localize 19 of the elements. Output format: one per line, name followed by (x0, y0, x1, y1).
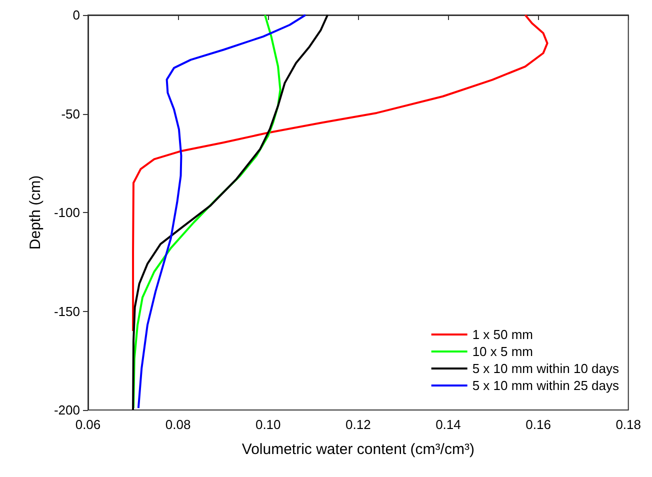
x-axis-title: Volumetric water content (cm³/cm³) (242, 441, 474, 458)
y-tick-label: -50 (61, 106, 80, 122)
x-tick-label: 0.16 (526, 417, 551, 432)
x-tick-label: 0.10 (255, 417, 281, 432)
y-axis-title: Depth (cm) (27, 175, 44, 250)
y-tick-label: -150 (54, 304, 80, 319)
y-tick-label: 0 (72, 8, 80, 22)
x-tick-label: 0.18 (616, 417, 642, 432)
y-tick-label: -200 (54, 402, 80, 418)
x-tick-label: 0.08 (165, 417, 191, 432)
y-tick-label: -100 (54, 205, 80, 220)
x-tick-label: 0.12 (346, 417, 371, 432)
legend-label: 10 x 5 mm (472, 344, 534, 359)
x-tick-label: 0.06 (75, 417, 101, 432)
legend-label: 1 x 50 mm (472, 327, 534, 342)
legend-label: 5 x 10 mm within 10 days (472, 361, 620, 376)
legend-label: 5 x 10 mm within 25 days (472, 378, 620, 393)
x-tick-label: 0.14 (436, 417, 461, 432)
line-series (132, 14, 282, 410)
